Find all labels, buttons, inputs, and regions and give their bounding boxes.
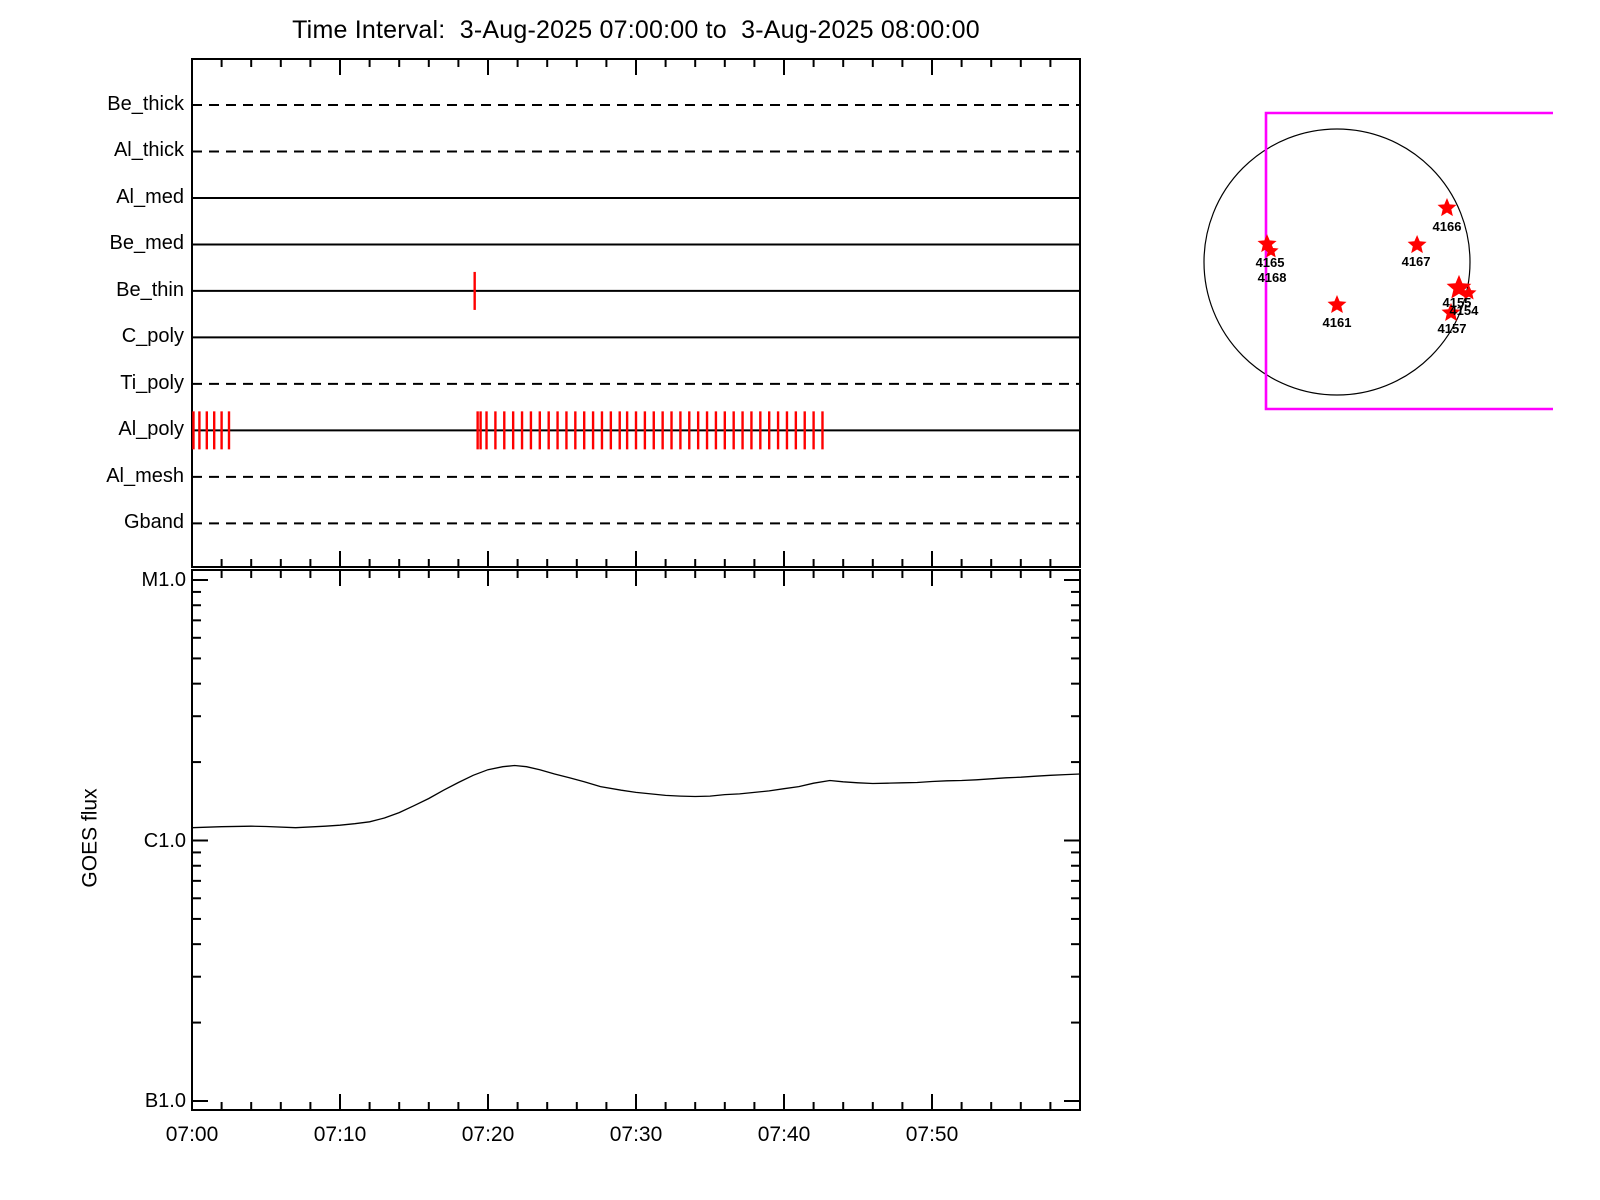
active-region-star-4168 (1263, 243, 1279, 258)
goes-flux-curve (191, 764, 1081, 829)
solar-disk-circle (1203, 128, 1471, 396)
active-region-star-4167 (1407, 235, 1427, 254)
active-region-star-4165 (1257, 234, 1277, 253)
active-region-star-4166 (1437, 198, 1457, 217)
goes-panel-frame (191, 569, 1081, 1111)
active-region-star-4154 (1461, 285, 1477, 300)
fov-box (1264, 111, 1553, 411)
filter-panel-frame (191, 58, 1081, 568)
active-region-star-4157 (1441, 302, 1461, 321)
active-region-star-4161 (1327, 295, 1347, 313)
